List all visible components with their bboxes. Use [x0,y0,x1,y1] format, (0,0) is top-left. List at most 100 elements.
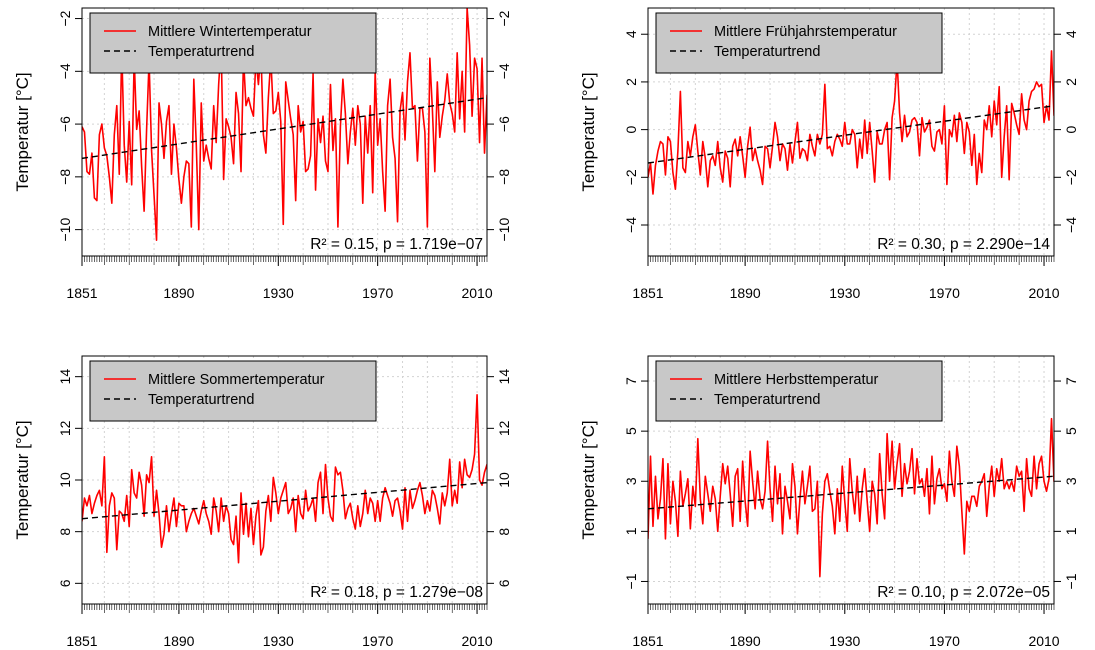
legend: Mittlere Wintertemperatur Temperaturtrend [89,12,377,74]
legend: Mittlere Sommertemperatur Temperaturtrend [89,360,377,422]
y-tick-label-right: −2 [1063,169,1079,185]
y-tick-label-left: −2 [623,169,639,185]
legend-label-trend: Temperaturtrend [714,392,820,408]
y-tick-label-right: 1 [1063,527,1079,535]
series-line-1 [648,417,1054,578]
x-axis: 1851 1890 1930 1970 2010 [632,255,1060,301]
y-tick-label-right: −8 [496,169,512,185]
y-tick-label-left: 1 [623,527,639,535]
y-axis-label: Temperatur [°C] [13,420,32,539]
legend-label-series: Mittlere Sommertemperatur [148,372,325,388]
series-line-1 [82,8,487,241]
y-axis-label: Temperatur [°C] [579,72,598,191]
y-tick-label-left: 12 [57,420,73,436]
trend-line [82,97,487,160]
y-tick-label-left: 5 [623,427,639,435]
x-tick-label: 2010 [1028,285,1059,301]
legend-label-trend: Temperaturtrend [148,392,254,408]
panel-1: −10 −10 −8 −8 −6 −6 −4 −4 −2 −2 Temperatur [°C] 185… [13,7,512,301]
x-tick-label: 1930 [829,285,860,301]
legend-label-trend: Temperaturtrend [148,44,254,60]
x-tick-label: 1970 [362,633,393,649]
trend-line [82,481,487,520]
y-tick-label-left: −4 [623,217,639,233]
legend-label-series: Mittlere Herbsttemperatur [714,372,879,388]
y-tick-label-right: −10 [496,218,512,242]
x-tick-label: 1970 [929,633,960,649]
y-tick-label-right: 4 [1063,30,1079,38]
y-tick-label-right: 10 [496,472,512,488]
x-tick-label: 1890 [730,633,761,649]
x-tick-label: 1930 [263,633,294,649]
y-tick-label-left: −10 [57,218,73,242]
x-tick-label: 1930 [263,285,294,301]
y-tick-label-left: 14 [57,369,73,385]
y-tick-label-right: −1 [1063,573,1079,589]
legend-label-trend: Temperaturtrend [714,44,820,60]
series-line-1 [648,50,1054,195]
y-tick-label-left: 8 [57,528,73,536]
x-tick-label: 1930 [829,633,860,649]
y-tick-label-left: −2 [57,10,73,26]
x-axis: 1851 1890 1930 1970 2010 [66,255,493,301]
legend-box [89,360,377,422]
y-tick-label-left: −8 [57,169,73,185]
series-line-1 [82,393,487,564]
y-tick-label-right: 14 [496,369,512,385]
x-tick-label: 2010 [1028,633,1059,649]
y-tick-label-left: 3 [623,477,639,485]
legend-label-series: Mittlere Frühjahrstemperatur [714,24,897,40]
x-axis: 1851 1890 1930 1970 2010 [66,603,493,649]
legend-box [89,12,377,74]
x-tick-label: 2010 [461,633,492,649]
y-tick-label-left: 10 [57,472,73,488]
y-tick-label-right: −4 [496,63,512,79]
stats-annotation: R² = 0.15, p = 1.719e−07 [310,236,483,253]
legend-box [655,12,943,74]
y-tick-label-right: −6 [496,116,512,132]
x-tick-label: 1851 [66,633,97,649]
x-axis: 1851 1890 1930 1970 2010 [632,603,1060,649]
y-tick-label-right: 8 [496,528,512,536]
stats-annotation: R² = 0.18, p = 1.279e−08 [310,584,483,601]
y-axis-label: Temperatur [°C] [13,72,32,191]
y-tick-label-left: 2 [623,78,639,86]
panel-2: −4 −4 −2 −2 0 0 2 2 4 4 Temperatur [°C] 1851 1890 193… [579,7,1079,301]
y-tick-label-left: −4 [57,63,73,79]
x-tick-label: 1970 [362,285,393,301]
x-tick-label: 1890 [730,285,761,301]
x-tick-label: 2010 [461,285,492,301]
y-tick-label-right: 0 [1063,126,1079,134]
y-tick-label-left: −6 [57,116,73,132]
legend: Mittlere Herbsttemperatur Temperaturtrend [655,360,943,422]
x-tick-label: 1970 [929,285,960,301]
y-tick-label-right: −2 [496,10,512,26]
x-tick-label: 1851 [632,285,663,301]
y-tick-label-right: 12 [496,420,512,436]
legend-box [655,360,943,422]
y-tick-label-right: 2 [1063,78,1079,86]
legend: Mittlere Frühjahrstemperatur Temperaturtr… [655,12,943,74]
x-tick-label: 1851 [632,633,663,649]
stats-annotation: R² = 0.30, p = 2.290e−14 [877,236,1050,253]
y-tick-label-right: −4 [1063,217,1079,233]
y-tick-label-right: 7 [1063,377,1079,385]
y-tick-label-left: 7 [623,377,639,385]
y-tick-label-left: 0 [623,126,639,134]
y-tick-label-right: 5 [1063,427,1079,435]
x-tick-label: 1890 [163,285,194,301]
trend-line [648,475,1054,510]
y-tick-label-left: 4 [623,30,639,38]
x-tick-label: 1851 [66,285,97,301]
y-axis-label: Temperatur [°C] [579,420,598,539]
y-tick-label-right: 6 [496,579,512,587]
trend-line [648,105,1054,164]
stats-annotation: R² = 0.10, p = 2.072e−05 [877,584,1050,601]
y-tick-label-left: 6 [57,579,73,587]
legend-label-series: Mittlere Wintertemperatur [148,24,312,40]
y-tick-label-left: −1 [623,573,639,589]
x-tick-label: 1890 [163,633,194,649]
